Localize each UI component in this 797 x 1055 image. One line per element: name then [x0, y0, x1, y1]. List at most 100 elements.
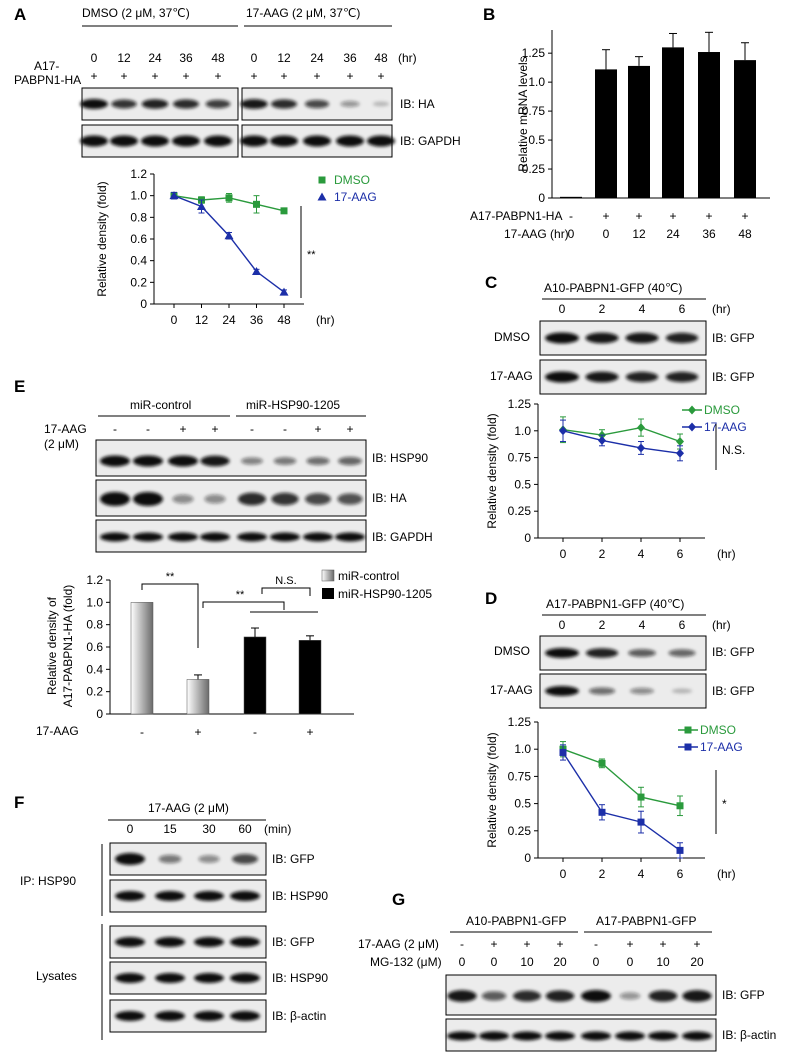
chart-e: 0 0.2 0.4 0.6 0.8 1.0 1.2 Relative density of A1…: [45, 569, 432, 739]
a-group-dmso: DMSO (2 μM, 37℃): [82, 6, 190, 20]
x-tick-label: 48: [277, 313, 291, 327]
legend-label: DMSO: [334, 173, 370, 187]
ib-label: IB: HSP90: [272, 889, 328, 903]
f-title: 17-AAG (2 μM): [148, 801, 229, 815]
data-point: [252, 267, 261, 275]
blot-band: [115, 973, 145, 983]
blot-band: [619, 992, 641, 1000]
lane-label: 6: [679, 302, 686, 316]
lane-label: 36: [179, 51, 193, 65]
g-blot-actin: [447, 1031, 712, 1041]
lane-label: +: [659, 937, 666, 951]
blot-band: [481, 991, 507, 1001]
blot-band: [172, 135, 200, 147]
lane-label: 0: [627, 955, 634, 969]
legend-label: miR-control: [338, 569, 399, 583]
legend-label: 17-AAG: [334, 190, 377, 204]
panel-label-a: A: [14, 5, 26, 24]
lane-label: +: [313, 69, 320, 83]
chart-d: 0 0.25 0.5 0.75 1.0 1.25 0 2 4 6 (hr) Relative dens…: [485, 715, 743, 881]
data-point: [676, 448, 684, 458]
lane-label: +: [523, 937, 530, 951]
y-axis-label: Relative density (fold): [485, 413, 499, 528]
lane-label: +: [214, 69, 221, 83]
y-tick-label: 1.2: [86, 573, 103, 587]
y-tick-label: 1.25: [522, 46, 546, 60]
blot-band: [625, 371, 659, 383]
a-group-aag: 17-AAG (2 μM, 37℃): [246, 6, 360, 20]
lane-label: -: [283, 422, 287, 436]
blot-band: [367, 135, 395, 147]
lane-label: 0: [127, 822, 134, 836]
y-tick-label: 0.6: [86, 640, 103, 654]
lane-label: +: [314, 422, 321, 436]
blot-band: [306, 457, 330, 465]
blot-band: [665, 332, 699, 344]
x-tick-label: 6: [677, 547, 684, 561]
c-row-dmso: DMSO: [494, 330, 530, 344]
lane-label: 0: [568, 227, 575, 241]
y-axis-label: Relative mRNA levels: [516, 56, 530, 171]
lane-label: 36: [343, 51, 357, 65]
y-tick-label: 1.0: [514, 424, 531, 438]
blot-band: [100, 532, 130, 542]
blot-band: [340, 100, 360, 108]
y-tick-label: 0.4: [86, 662, 103, 676]
blot-band: [155, 1011, 185, 1021]
f-lys-label: Lysates: [36, 969, 77, 983]
data-point: [598, 759, 606, 767]
g-blot-gfp: [447, 990, 712, 1002]
e-blot-ha: [100, 492, 363, 506]
legend-swatch: [322, 588, 334, 599]
blot-band: [273, 457, 297, 465]
d-blot-aag: [545, 686, 693, 696]
ib-label: IB: HSP90: [272, 971, 328, 985]
y-tick-label: 0.75: [522, 104, 546, 118]
lane-label: 10: [520, 955, 534, 969]
blot-band: [155, 891, 185, 901]
ib-label: IB: β-actin: [272, 1009, 326, 1023]
panel-label-g: G: [392, 890, 405, 909]
x-tick-label: 6: [677, 867, 684, 881]
data-point: [559, 426, 567, 436]
y-tick-label: 0: [524, 531, 531, 545]
lane-label: +: [602, 209, 609, 223]
lane-label: 2: [599, 302, 606, 316]
blot-band: [230, 937, 260, 947]
sig-label: *: [722, 797, 727, 811]
g-group-a17: A17-PABPN1-GFP: [596, 914, 696, 928]
lane-label: 10: [656, 955, 670, 969]
series-line: [562, 748, 681, 807]
c-time-labels: 0 2 4 6: [559, 302, 686, 316]
blot-band: [668, 649, 696, 657]
data-point: [676, 846, 684, 854]
lane-label: 0: [559, 618, 566, 632]
lane-label: 0: [593, 955, 600, 969]
blot-band: [100, 455, 130, 467]
lane-label: -: [250, 422, 254, 436]
blot-band: [194, 1011, 224, 1021]
b-treatment-rows: - + + + + +0 0 12 24 36 48: [568, 209, 752, 241]
a-ib-ha: IB: HA: [400, 97, 435, 111]
blot-band: [204, 494, 226, 504]
f-ip-label: IP: HSP90: [20, 874, 76, 888]
lane-label: +: [120, 69, 127, 83]
blot-band: [230, 891, 260, 901]
x-tick-label: 24: [222, 313, 236, 327]
blot-band: [115, 1011, 145, 1021]
blot-band: [110, 135, 138, 147]
lane-label: 12: [632, 227, 646, 241]
blot-band: [545, 1031, 575, 1041]
blot-band: [671, 688, 693, 694]
lane-label: 48: [738, 227, 752, 241]
lane-label: -: [594, 937, 598, 951]
lane-label: 2: [599, 618, 606, 632]
bar: [560, 196, 582, 198]
a-unit: (hr): [398, 51, 417, 65]
blot-band: [240, 99, 268, 109]
c-unit: (hr): [712, 302, 731, 316]
bar: [595, 69, 617, 199]
x-value-label: +: [306, 725, 313, 739]
blot-lanes: [115, 937, 260, 947]
y-tick-label: 0.6: [130, 232, 147, 246]
